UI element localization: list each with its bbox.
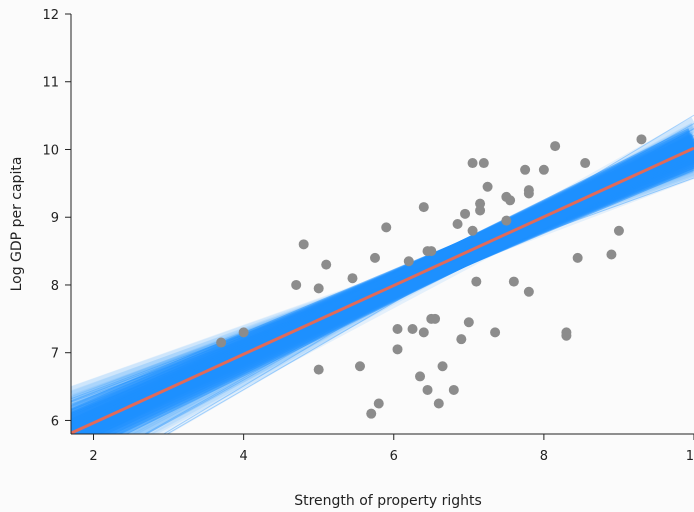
data-point	[478, 158, 489, 169]
x-tick-label: 10	[686, 449, 694, 464]
data-point	[482, 181, 493, 192]
data-point	[550, 141, 561, 152]
y-tick-label: 9	[51, 211, 59, 226]
x-axis-title: Strength of property rights	[294, 493, 482, 509]
data-point	[381, 222, 392, 233]
fit-line	[71, 146, 694, 434]
x-tick-label: 4	[239, 449, 247, 464]
data-point	[501, 215, 512, 226]
data-point	[418, 327, 429, 338]
fit-line-group	[71, 146, 694, 434]
data-point	[291, 279, 302, 290]
data-point	[452, 219, 463, 229]
data-point	[520, 164, 531, 175]
data-point	[415, 371, 426, 382]
data-point	[437, 361, 448, 372]
data-point	[366, 408, 377, 419]
data-point	[216, 337, 227, 348]
x-tick-label: 8	[540, 449, 548, 464]
x-tick-label: 2	[89, 449, 97, 464]
data-point	[321, 259, 332, 270]
data-point	[636, 134, 647, 145]
data-point	[523, 185, 534, 196]
data-point	[313, 283, 324, 294]
data-point	[418, 202, 429, 213]
data-point	[538, 164, 549, 175]
x-tick-label: 6	[390, 449, 398, 464]
data-point	[490, 327, 501, 338]
data-point	[354, 361, 365, 372]
y-tick-label: 7	[51, 347, 59, 362]
posterior-line	[71, 128, 694, 434]
y-tick-label: 8	[51, 279, 59, 294]
data-point	[613, 225, 624, 236]
plot-area	[71, 114, 694, 434]
data-point	[313, 364, 324, 375]
data-points	[216, 134, 647, 419]
data-point	[460, 208, 471, 219]
data-point	[392, 324, 403, 334]
data-point	[298, 239, 309, 250]
y-tick-label: 11	[42, 76, 59, 91]
data-point	[606, 249, 617, 260]
data-point	[403, 256, 414, 267]
data-point	[523, 286, 534, 297]
data-point	[475, 198, 486, 209]
axes: 2 4 6 8 10 6 7 8 9 10 11 12	[42, 8, 694, 464]
data-point	[433, 398, 444, 409]
data-point	[373, 398, 384, 409]
data-point	[426, 246, 437, 257]
data-point	[467, 225, 478, 236]
y-tick-label: 6	[51, 414, 59, 429]
data-point	[471, 276, 482, 287]
data-point	[448, 384, 459, 395]
data-point	[407, 324, 418, 334]
data-point	[430, 313, 441, 324]
data-point	[572, 252, 583, 263]
y-tick-label: 12	[42, 8, 59, 23]
data-point	[505, 195, 516, 206]
data-point	[580, 158, 591, 169]
data-point	[463, 317, 474, 328]
data-point	[422, 384, 433, 395]
data-point	[508, 276, 519, 287]
data-point	[561, 330, 572, 341]
data-point	[369, 252, 380, 263]
data-point	[467, 158, 478, 169]
y-tick-label: 10	[42, 143, 59, 158]
data-point	[392, 344, 403, 355]
data-point	[347, 273, 358, 284]
data-point	[238, 327, 249, 338]
data-point	[456, 334, 467, 345]
y-axis-title: Log GDP per capita	[9, 157, 25, 292]
